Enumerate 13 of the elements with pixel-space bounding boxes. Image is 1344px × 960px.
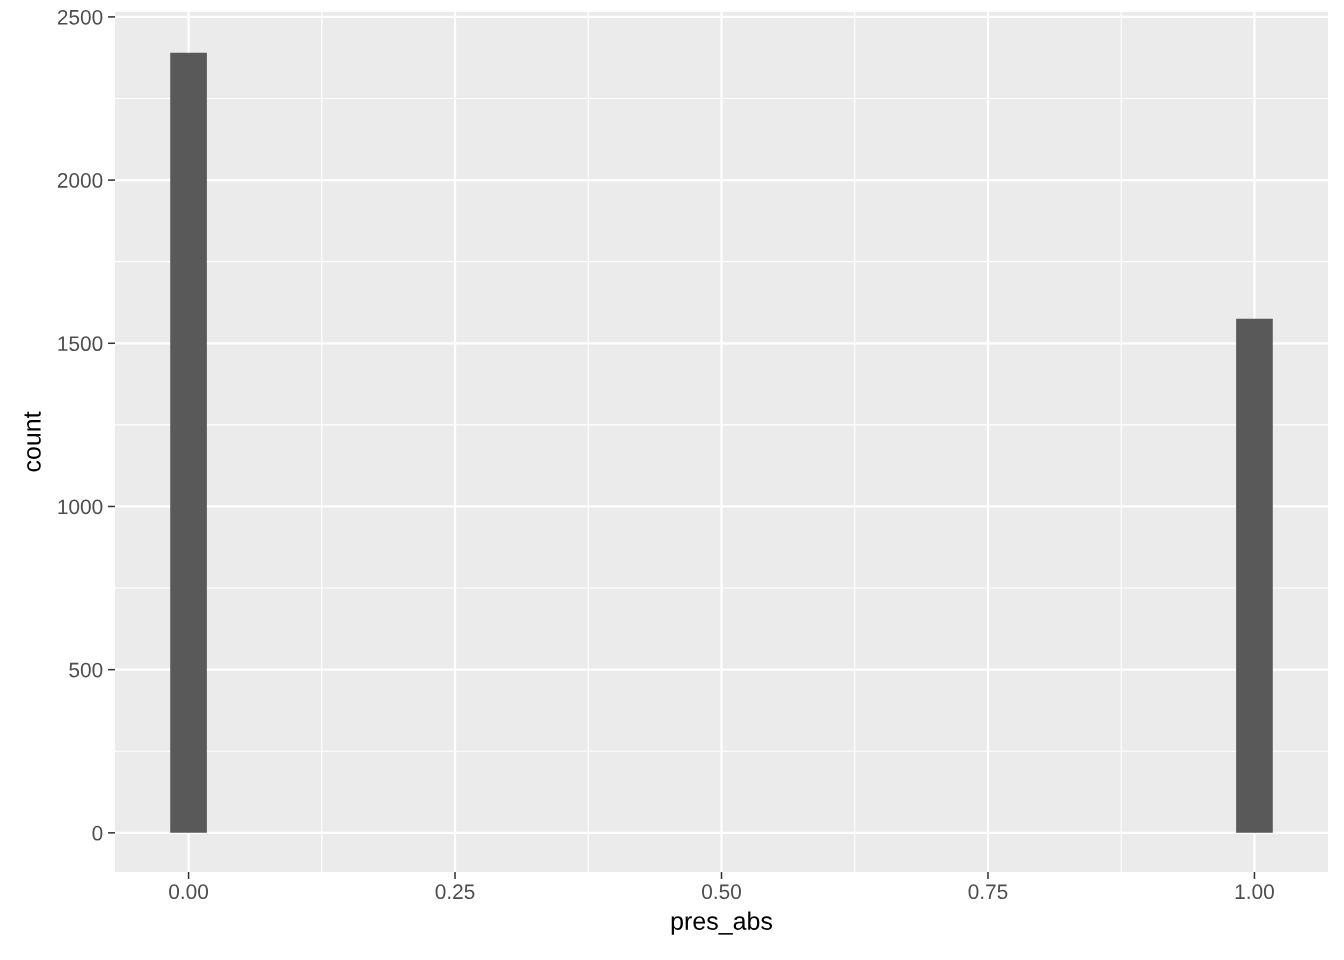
y-tick-label: 500 — [69, 662, 103, 678]
y-tick-label: 1000 — [58, 499, 103, 515]
x-tick-label: 0.25 — [435, 884, 475, 900]
y-tick-label: 2500 — [57, 9, 103, 25]
y-tick-label: 2000 — [57, 173, 103, 188]
x-tick-label: 0.75 — [968, 884, 1008, 900]
x-tick-label: 0.00 — [169, 884, 209, 900]
x-tick-label: 1.00 — [1235, 884, 1274, 900]
y-tick-label: 1500 — [58, 336, 103, 352]
y-tick-label: 0 — [92, 825, 103, 841]
x-tick-label: 0.50 — [702, 884, 741, 900]
x-axis-title: pres_abs — [671, 911, 773, 935]
y-axis-title: count — [24, 411, 41, 472]
